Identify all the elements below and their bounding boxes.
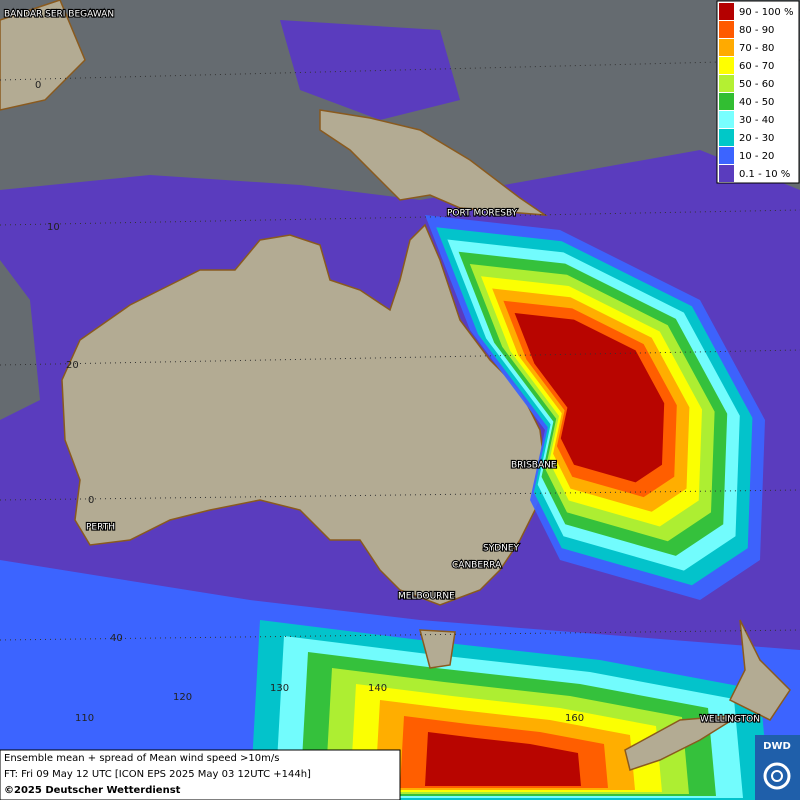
legend-label: 50 - 60: [739, 79, 774, 90]
grid-label: 130: [270, 683, 289, 694]
wind-area: [425, 732, 581, 786]
place-label: MELBOURNE: [398, 592, 455, 602]
land: [0, 0, 86, 111]
graticule: [0, 349, 800, 366]
graticule: [0, 59, 800, 81]
grid-label: 0: [35, 80, 41, 91]
legend-label: 30 - 40: [739, 115, 774, 126]
graticule: [0, 209, 800, 226]
legend-label: 20 - 30: [739, 133, 774, 144]
footer-box: [0, 749, 401, 800]
legend-swatch: [719, 147, 734, 164]
wind-area: [280, 20, 460, 120]
grid-label: 20: [66, 360, 79, 371]
legend-swatch: [719, 21, 734, 38]
legend-swatch: [719, 111, 734, 128]
place-label: WELLINGTON: [700, 715, 760, 725]
land: [419, 629, 456, 669]
footer-line: ©2025 Deutscher Wetterdienst: [4, 785, 181, 796]
place-label: SYDNEY: [483, 544, 520, 554]
place-label: CANBERRA: [452, 561, 502, 571]
wind-area: [514, 313, 665, 483]
graticule: [0, 489, 800, 501]
place-label: PERTH: [86, 523, 115, 533]
legend-label: 90 - 100 %: [739, 7, 793, 18]
place-label: BRISBANE: [511, 461, 557, 471]
grid-label: 0: [88, 495, 94, 506]
grid-label: 40: [110, 633, 123, 644]
footer-line: FT: Fri 09 May 12 UTC [ICON EPS 2025 May…: [4, 769, 311, 780]
grid-label: 160: [565, 713, 584, 724]
place-label: PORT MORESBY: [447, 209, 518, 219]
legend-swatch: [719, 3, 734, 20]
legend-swatch: [719, 39, 734, 56]
footer-line: Ensemble mean + spread of Mean wind spee…: [4, 753, 279, 764]
legend: 90 - 100 % 80 - 90 70 - 80 60 - 70 50 - 60 40…: [716, 0, 800, 184]
legend-label: 70 - 80: [739, 43, 774, 54]
grid-label: 120: [173, 692, 192, 703]
legend-swatch: [719, 75, 734, 92]
legend-swatch: [719, 165, 734, 182]
land: [728, 619, 791, 721]
legend-label: 40 - 50: [739, 97, 774, 108]
land: [624, 714, 741, 771]
grid-label: 10: [47, 222, 60, 233]
legend-swatch: [719, 129, 734, 146]
graticule: [0, 629, 800, 641]
logo-text: DWD: [763, 741, 791, 752]
place-label: BANDAR SERI BEGAWAN: [4, 10, 114, 20]
legend-swatch: [719, 93, 734, 110]
land: [319, 109, 548, 216]
logo-swirl: [763, 762, 791, 790]
legend-label: 0.1 - 10 %: [739, 169, 790, 180]
grid-label: 140: [368, 683, 387, 694]
legend-label: 10 - 20: [739, 151, 774, 162]
grid-label: 110: [75, 713, 94, 724]
logo-swirl: [771, 770, 783, 782]
legend-label: 80 - 90: [739, 25, 774, 36]
legend-swatch: [719, 57, 734, 74]
legend-label: 60 - 70: [739, 61, 774, 72]
